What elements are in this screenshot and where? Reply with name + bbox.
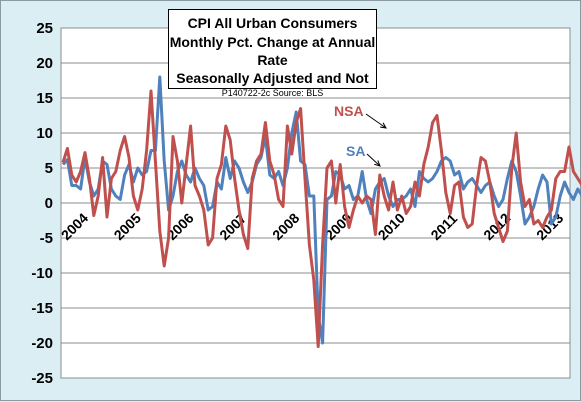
annotation-arrowhead (379, 122, 387, 129)
chart-title-box: CPI All Urban Consumers Monthly Pct. Cha… (168, 9, 377, 98)
chart-subtitle-line-1: Monthly Pct. Change at Annual Rate (169, 34, 376, 68)
annotation-arrowhead (374, 160, 381, 167)
series-lines (61, 75, 581, 348)
y-tick-label: 15 (36, 90, 53, 107)
y-tick-label: 20 (36, 55, 53, 72)
annotation-arrow (366, 153, 381, 167)
y-tick-label: 5 (45, 160, 53, 177)
y-tick-label: -5 (40, 230, 53, 247)
annotation-arrow (365, 113, 387, 129)
y-tick-label: -25 (31, 370, 53, 387)
y-tick-label: -15 (31, 300, 53, 317)
source-note: P140722-2c Source: BLS (221, 88, 324, 98)
y-tick-label: -20 (31, 335, 53, 352)
annotation-nsa: NSA (334, 103, 364, 119)
annotations: NSA SA (334, 103, 387, 167)
y-tick-label: 25 (36, 20, 53, 37)
y-tick-label: 0 (45, 195, 53, 212)
chart-title: CPI All Urban Consumers (187, 15, 358, 31)
annotation-sa: SA (346, 143, 365, 159)
y-tick-label: -10 (31, 265, 53, 282)
y-axis-tick-labels: 25 20 15 10 5 0 -5 -10 -15 -20 -25 (31, 20, 53, 387)
y-tick-label: 10 (36, 125, 53, 142)
chart-subtitle-line-2: Seasonally Adjusted and Not (176, 70, 369, 86)
series-line-nsa (61, 89, 581, 348)
